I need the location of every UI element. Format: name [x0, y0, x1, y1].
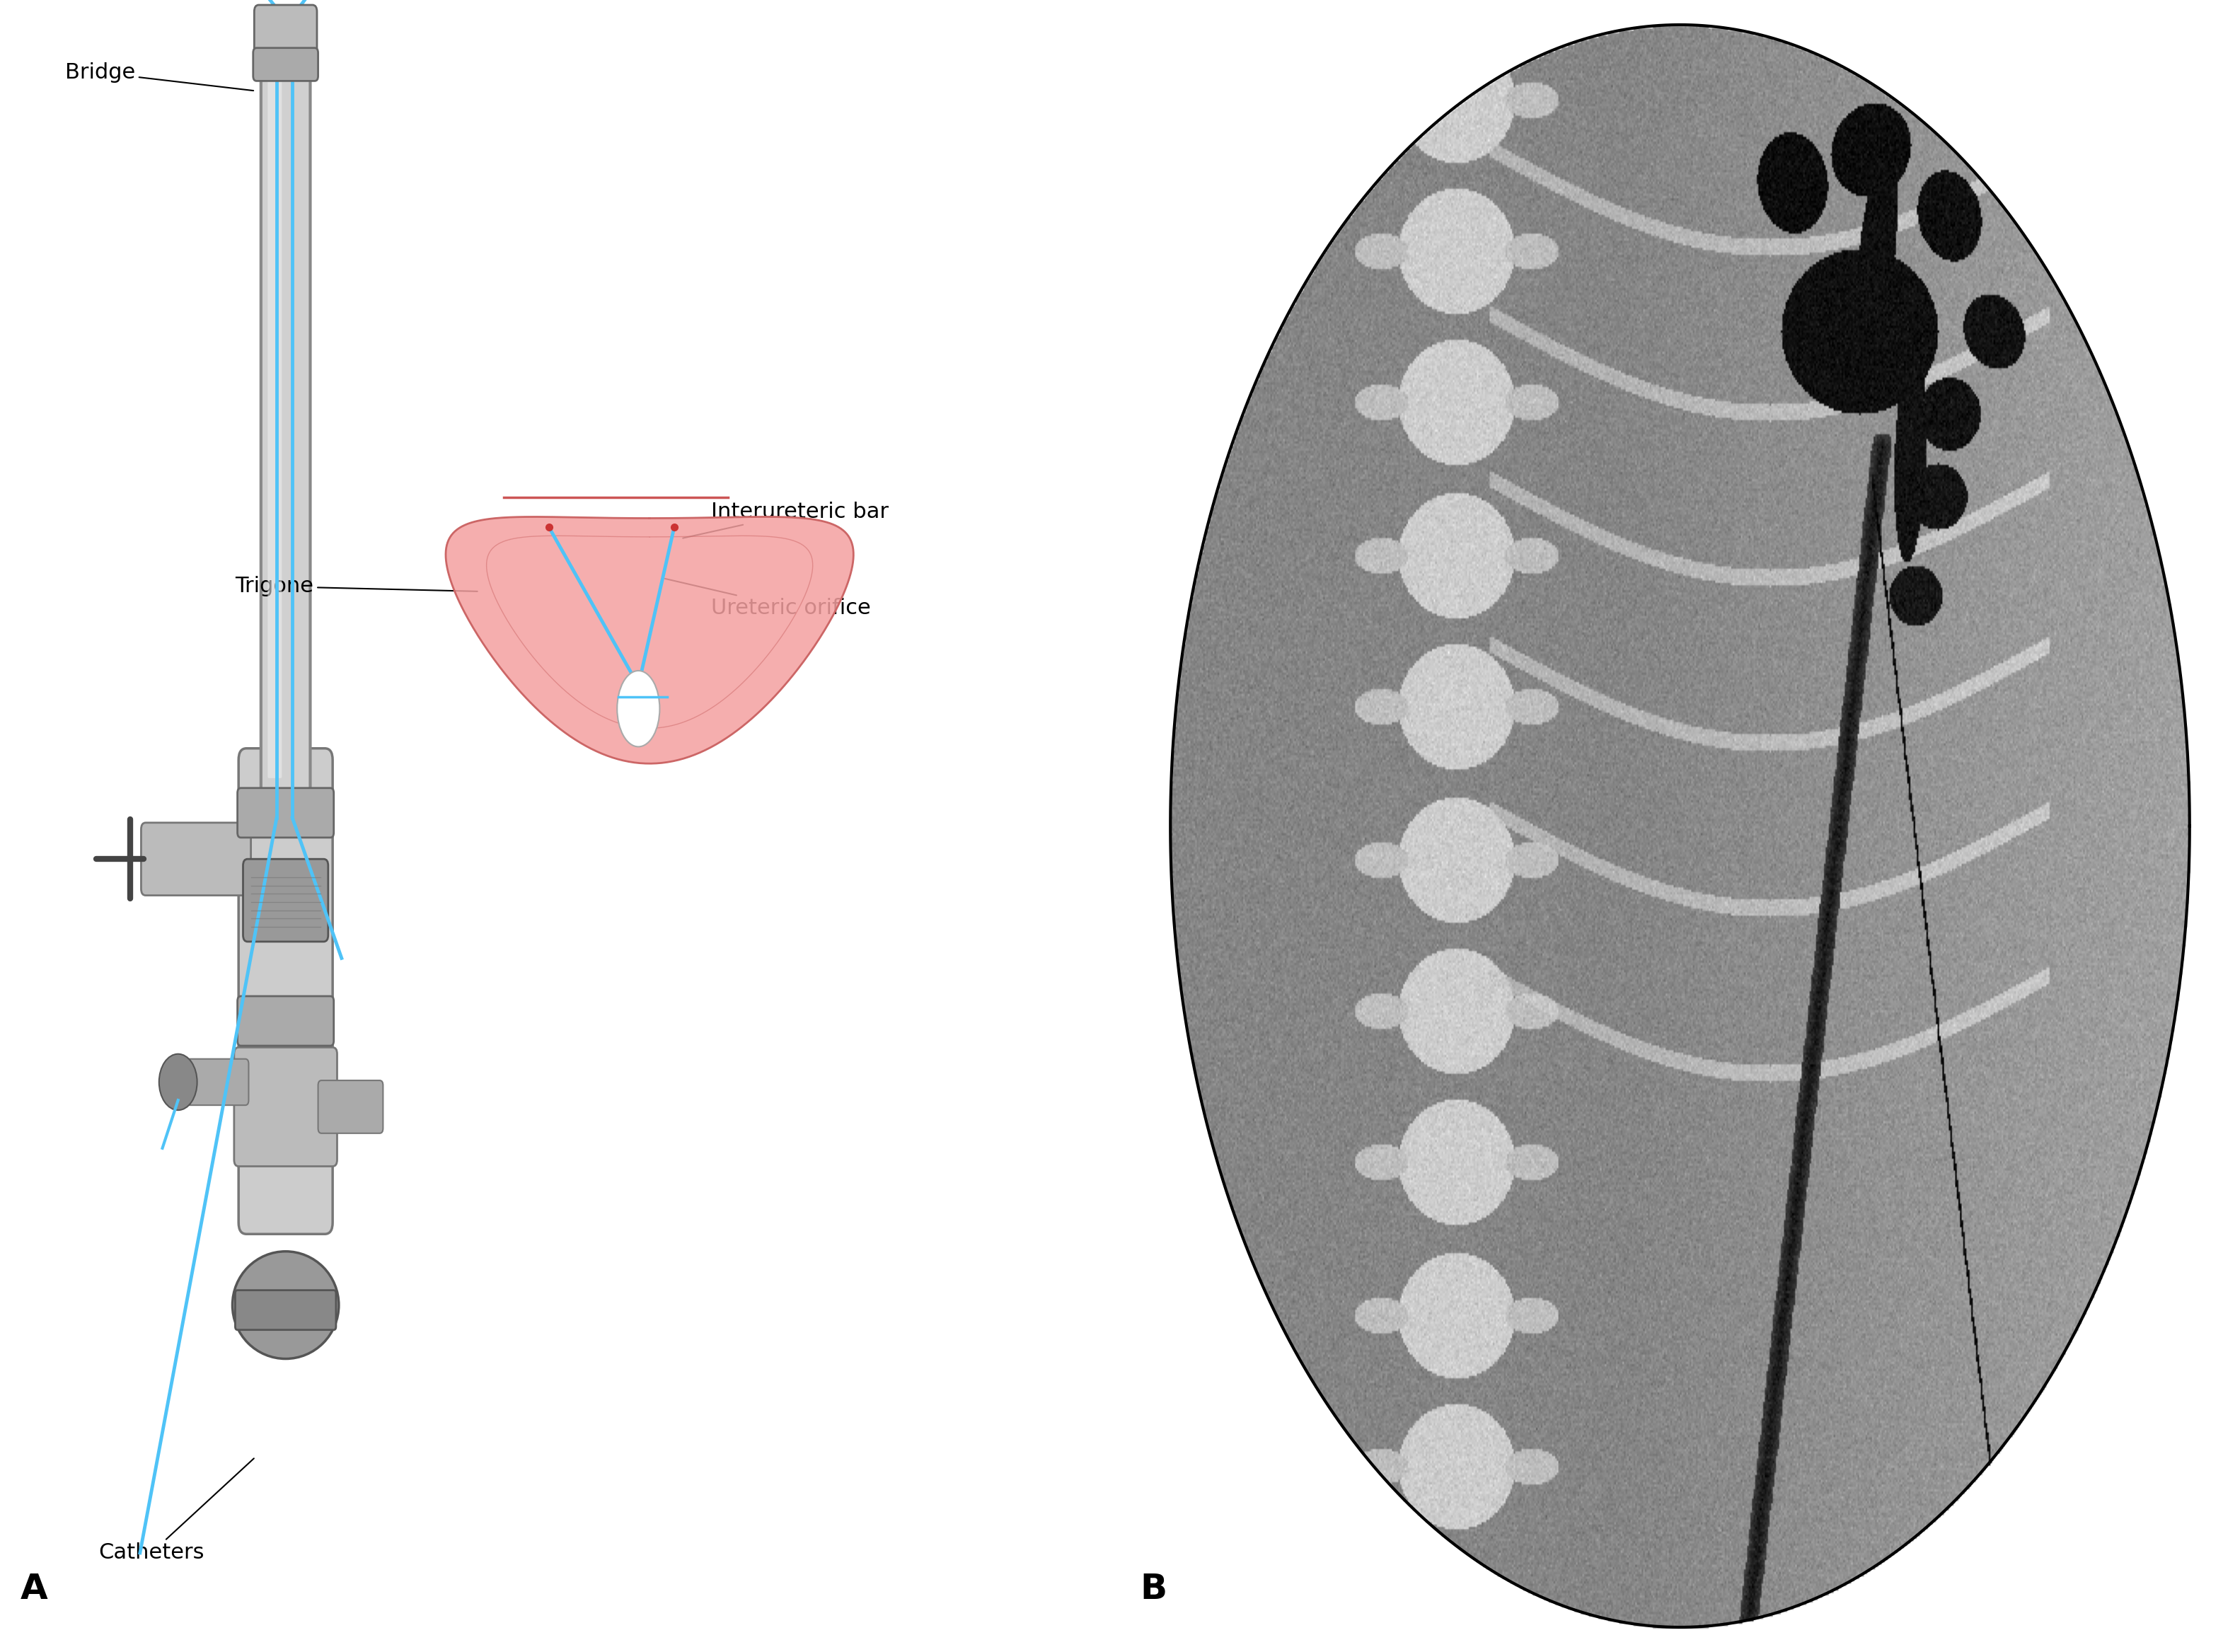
Text: Ureteric orifice: Ureteric orifice: [665, 578, 871, 618]
FancyBboxPatch shape: [237, 748, 332, 1234]
Ellipse shape: [616, 671, 659, 747]
Text: Trigone: Trigone: [235, 577, 477, 596]
Text: Catheters: Catheters: [99, 1459, 253, 1563]
FancyBboxPatch shape: [253, 48, 318, 81]
FancyBboxPatch shape: [233, 1047, 336, 1166]
Text: Interureteric bar: Interureteric bar: [683, 502, 889, 539]
FancyBboxPatch shape: [141, 823, 251, 895]
FancyBboxPatch shape: [253, 5, 318, 64]
Polygon shape: [446, 517, 853, 763]
FancyBboxPatch shape: [237, 996, 334, 1046]
FancyBboxPatch shape: [175, 1059, 249, 1105]
Text: A: A: [20, 1571, 47, 1606]
FancyBboxPatch shape: [318, 1080, 383, 1133]
Text: Bridge: Bridge: [65, 63, 253, 91]
FancyBboxPatch shape: [260, 61, 309, 798]
FancyBboxPatch shape: [237, 788, 334, 838]
FancyBboxPatch shape: [269, 81, 282, 778]
Ellipse shape: [233, 1252, 338, 1358]
FancyBboxPatch shape: [235, 1290, 336, 1330]
FancyBboxPatch shape: [242, 859, 329, 942]
Text: B: B: [1140, 1571, 1167, 1606]
Circle shape: [159, 1054, 197, 1110]
